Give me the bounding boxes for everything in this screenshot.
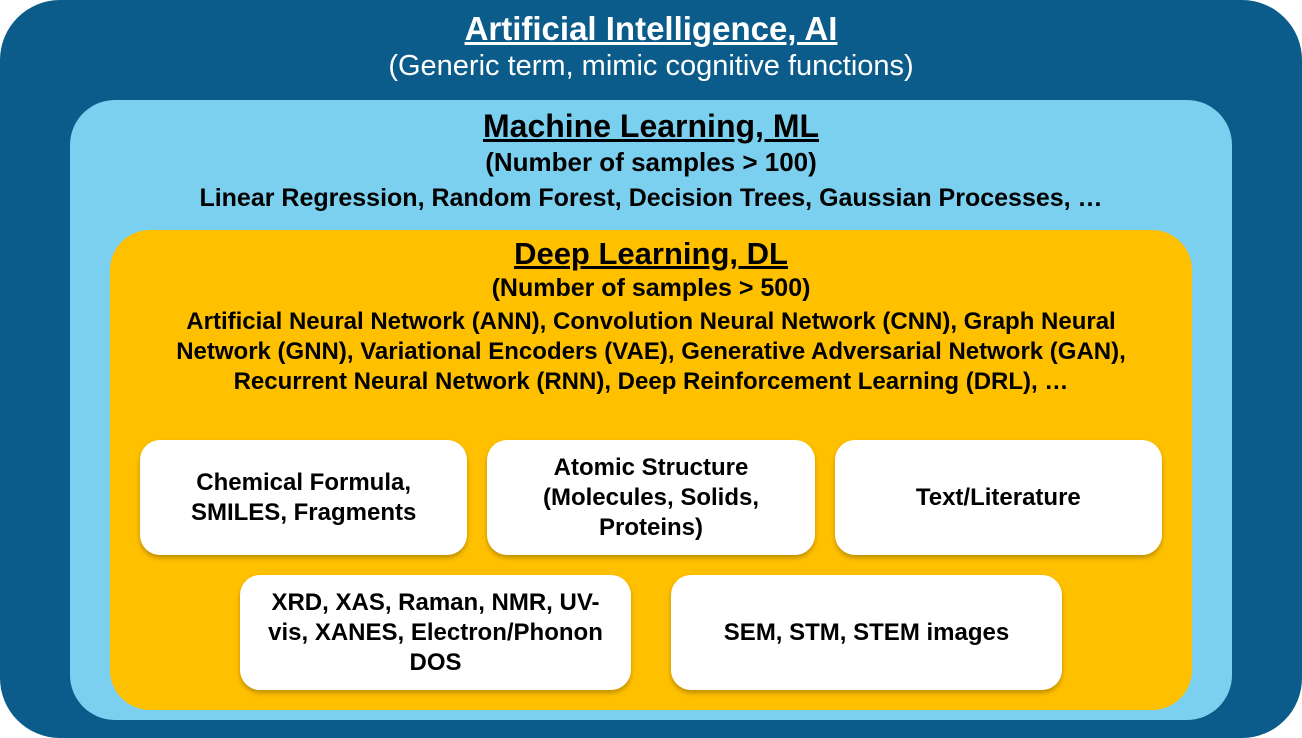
card-atomic-structure: Atomic Structure (Molecules, Solids, Pro… — [487, 440, 814, 555]
card-microscopy: SEM, STM, STEM images — [671, 575, 1062, 690]
ml-subtitle: (Number of samples > 100) — [70, 147, 1232, 178]
dl-title: Deep Learning, DL — [110, 236, 1192, 272]
card-spectroscopy: XRD, XAS, Raman, NMR, UV-vis, XANES, Ele… — [240, 575, 631, 690]
ai-title: Artificial Intelligence, AI — [0, 10, 1302, 48]
dl-examples: Artificial Neural Network (ANN), Convolu… — [110, 307, 1192, 397]
dl-cards-row2: XRD, XAS, Raman, NMR, UV-vis, XANES, Ele… — [240, 575, 1062, 690]
ai-subtitle: (Generic term, mimic cognitive functions… — [0, 50, 1302, 83]
card-text-literature: Text/Literature — [835, 440, 1162, 555]
ml-middle-box: Machine Learning, ML (Number of samples … — [70, 100, 1232, 720]
ml-examples: Linear Regression, Random Forest, Decisi… — [70, 184, 1232, 213]
dl-subtitle: (Number of samples > 500) — [110, 274, 1192, 303]
dl-cards-row1: Chemical Formula, SMILES, Fragments Atom… — [140, 440, 1162, 555]
dl-inner-box: Deep Learning, DL (Number of samples > 5… — [110, 230, 1192, 710]
ml-title: Machine Learning, ML — [70, 108, 1232, 145]
ai-outer-box: Artificial Intelligence, AI (Generic ter… — [0, 0, 1302, 738]
card-chemical-formula: Chemical Formula, SMILES, Fragments — [140, 440, 467, 555]
